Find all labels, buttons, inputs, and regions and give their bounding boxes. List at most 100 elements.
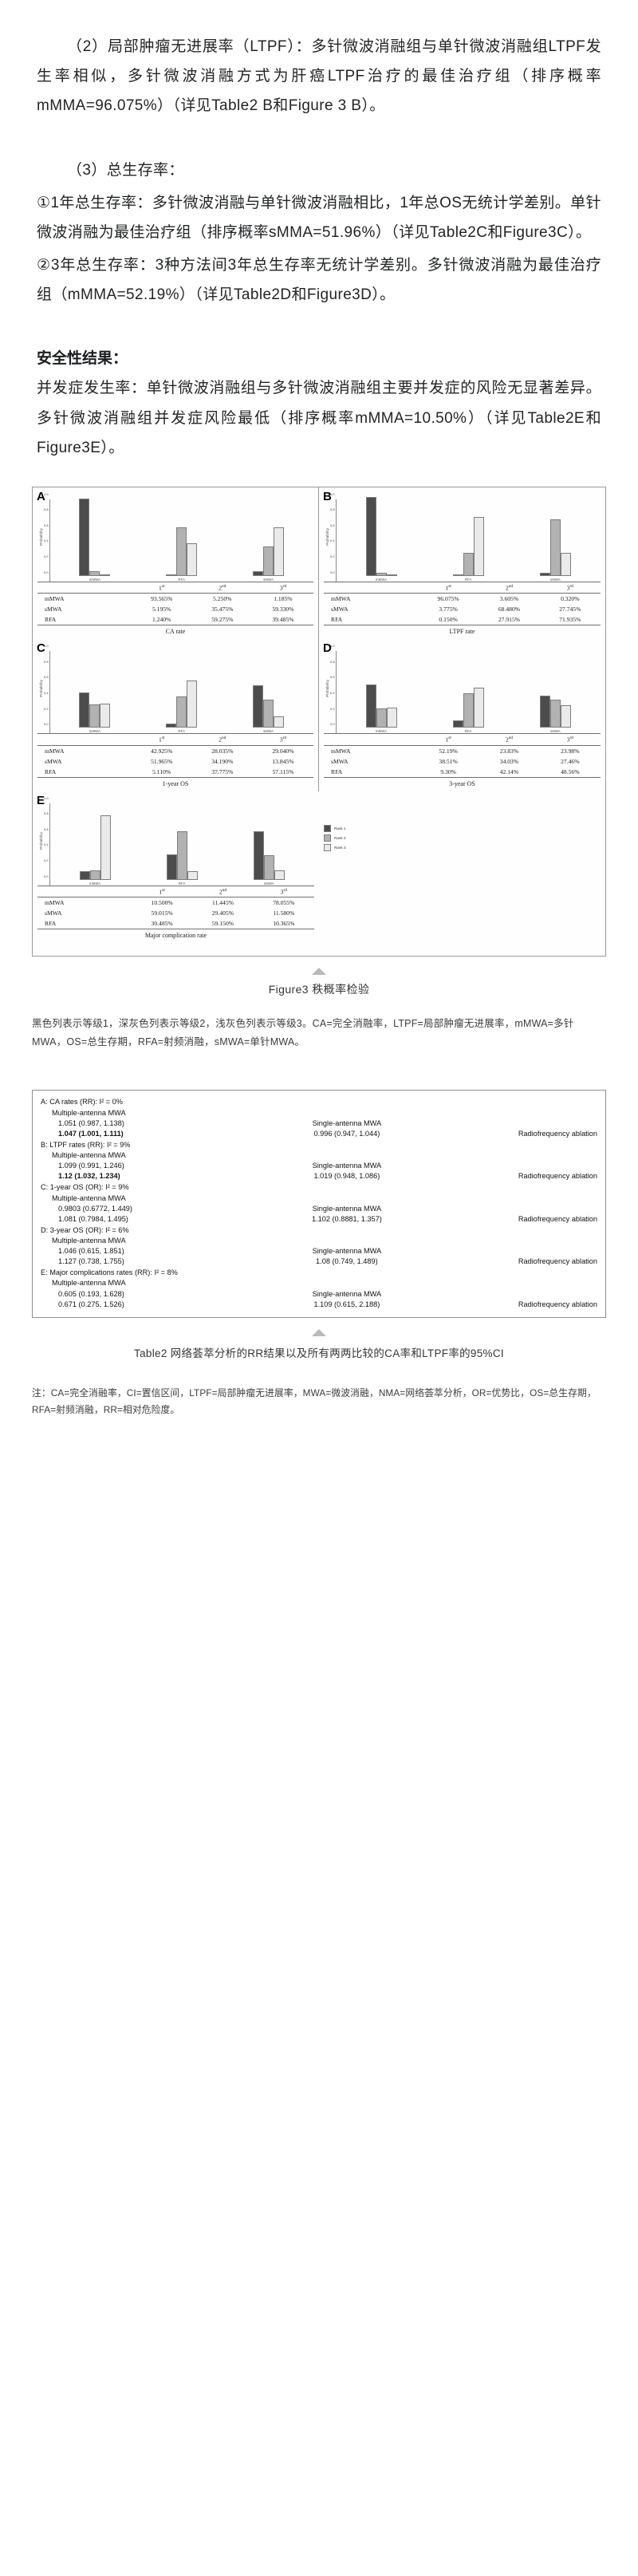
row-value: 30.485% <box>131 918 193 930</box>
table2-wrapper: A: CA rates (RR): I² = 0% Multiple-antenn… <box>0 1090 638 1318</box>
row-value: 1.240% <box>131 614 192 626</box>
table2-cell-estimate: Multiple-antenna MWA <box>52 1236 126 1245</box>
paragraph-1year-os: ①1年总生存率：多针微波消融与单针微波消融相比，1年总OS无统计学差别。单针微波… <box>37 195 601 242</box>
table-row: sMWA 51.965% 34.190% 13.845% <box>37 756 313 767</box>
row-label: mMWA <box>331 747 351 755</box>
bar-2 <box>89 571 100 576</box>
table2-cell-comparator: 1.08 (0.749, 1.489) <box>316 1257 378 1266</box>
bar-3 <box>100 704 111 728</box>
row-value: 42.925% <box>151 747 173 755</box>
panel-a-chart: Probability 1.0 0.8 0.6 0.4 0.2 0.0 mMWA RFA sMWA <box>33 487 318 582</box>
table2-cell-reference <box>431 1107 597 1118</box>
row-value: 27.46% <box>561 757 580 765</box>
bar-group: RFA <box>145 796 219 886</box>
y-tick: 0.4 <box>44 842 49 847</box>
panel-c-subcaption: 1-year OS <box>162 779 189 787</box>
table-row: RFA 9.30% 42.14% 48.56% <box>324 766 601 778</box>
table2-row: 1.047 (1.001, 1.111) 0.996 (0.947, 1.044)… <box>41 1129 597 1139</box>
table2-cell-comparator: Single-antenna MWA <box>312 1204 382 1213</box>
table-row: sMWA 59.015% 29.405% 11.580% <box>37 908 314 918</box>
panel-d-rank-table: 1st 2nd 3rd mMWA 52.19% 23.83% 23.98% sMWA 38.51… <box>324 733 601 778</box>
panel-letter-c: C <box>37 641 45 656</box>
row-value: 0.150% <box>417 614 479 626</box>
table2-row: 1.046 (0.615, 1.851) Single-antenna MWA <box>41 1246 597 1256</box>
y-axis-label-d: Probability <box>325 680 329 698</box>
rank-header-blank <box>37 733 132 746</box>
row-value: 42.14% <box>478 766 540 778</box>
panel-b: B Probability 1.0 0.8 0.6 0.4 0.2 0.0 mMWA RFA sM… <box>319 487 605 640</box>
spacer-2 <box>0 313 638 345</box>
bar-3 <box>560 553 571 576</box>
row-value: 10.500% <box>151 899 173 907</box>
y-axis-label-e: Probability <box>39 831 43 850</box>
safety-results-heading: 安全性结果： <box>37 350 128 368</box>
panel-a-rank-table: 1st 2nd 3rd mMWA 93.565% 5.250% 1.185% sMWA 5.19… <box>37 582 313 626</box>
triangle-up-icon <box>312 968 326 976</box>
bar-3 <box>473 688 484 728</box>
panel-d-table-wrap: 1st 2nd 3rd mMWA 52.19% 23.83% 23.98% sMWA 38.51… <box>319 733 605 791</box>
bar-groups: mMWA RFA sMWA <box>338 492 599 582</box>
rank-header-2: 2nd <box>478 733 540 746</box>
panel-d-chart: Probability 1.0 0.8 0.6 0.4 0.2 0.0 mMWA RFA sMWA <box>319 639 605 734</box>
x-tick-label: mMWA <box>375 729 388 734</box>
bars <box>253 645 285 728</box>
bar-2 <box>376 708 387 728</box>
table2-section-header: E: Major complications rates (RR): I² = … <box>41 1268 178 1277</box>
row-label: sMWA <box>45 606 62 613</box>
panel-b-subcaption: LTPF rate <box>449 628 475 636</box>
legend-label-rank3: Rank 3 <box>334 846 346 850</box>
row-value: 29.040% <box>272 747 294 755</box>
row-value: 59.330% <box>272 606 294 613</box>
table2-cell-reference <box>431 1161 597 1171</box>
bar-3 <box>274 527 285 576</box>
table2-section-header: B: LTPF rates (RR): I² = 9% <box>41 1140 131 1149</box>
bar-3 <box>386 708 397 728</box>
table2-cell-reference: Radiofrequency ablation <box>518 1172 597 1181</box>
table2-cell-estimate: Multiple-antenna MWA <box>52 1193 126 1202</box>
bar-group: sMWA <box>519 644 593 733</box>
table2-cell-comparator <box>263 1236 430 1246</box>
bar-group: sMWA <box>233 796 306 886</box>
table2-cell-comparator: Single-antenna MWA <box>312 1247 382 1256</box>
bar-1 <box>166 574 177 576</box>
row-label: mMWA <box>331 595 351 603</box>
bar-1 <box>253 684 264 728</box>
table-row: sMWA 5.195% 35.475% 59.330% <box>37 604 313 614</box>
panel-letter-e: E <box>37 793 45 807</box>
figure3-marker <box>0 957 638 978</box>
y-axis-label-a: Probability <box>39 527 43 546</box>
row-value: 34.190% <box>211 757 234 765</box>
bar-3 <box>274 870 285 880</box>
table2-cell-comparator <box>263 1107 430 1118</box>
table2-row: 1.051 (0.987, 1.138) Single-antenna MWA <box>41 1118 597 1128</box>
bar-group: mMWA <box>345 644 418 733</box>
legend-item-rank3: Rank 3 <box>324 844 346 852</box>
row-value: 11.580% <box>273 909 295 917</box>
row-label: sMWA <box>45 757 62 765</box>
row-value: 23.98% <box>561 747 580 755</box>
table2-row: Multiple-antenna MWA <box>41 1150 597 1161</box>
row-label: RFA <box>37 614 132 626</box>
row-value: 27.745% <box>559 606 581 613</box>
figure3-box: A Probability 1.0 0.8 0.6 0.4 0.2 0.0 mMWA RFA sM… <box>32 486 606 957</box>
row-value: 1.185% <box>274 595 293 603</box>
y-tick: 0.0 <box>44 874 49 878</box>
bar-group: RFA <box>431 644 505 733</box>
x-tick-label: RFA <box>464 729 472 734</box>
legend-label-rank2: Rank 2 <box>334 836 346 841</box>
panel-c: C Probability 1.0 0.8 0.6 0.4 0.2 0.0 mMWA RFA sM… <box>33 639 319 791</box>
bar-2 <box>263 855 274 880</box>
y-tick: 1.0 <box>330 491 335 496</box>
row-label: RFA <box>324 766 418 778</box>
y-tick: 0.8 <box>44 811 49 816</box>
row-value: 3.775% <box>439 606 458 613</box>
panel-e-table-wrap: 1st 2nd 3rd mMWA 10.500% 11.445% 78.055% sMWA 59… <box>33 886 319 944</box>
x-tick-label: mMWA <box>89 577 101 582</box>
table2-cell-comparator: 1.102 (0.8881, 1.357) <box>311 1214 382 1223</box>
bar-1 <box>79 870 90 880</box>
rank-table-header-row: 1st 2nd 3rd <box>324 582 601 594</box>
table2-row: 0.9803 (0.6772, 1.449) Single-antenna MWA <box>41 1203 597 1213</box>
bars <box>452 645 484 728</box>
y-tick: 0.8 <box>44 659 49 664</box>
bars <box>253 798 285 880</box>
